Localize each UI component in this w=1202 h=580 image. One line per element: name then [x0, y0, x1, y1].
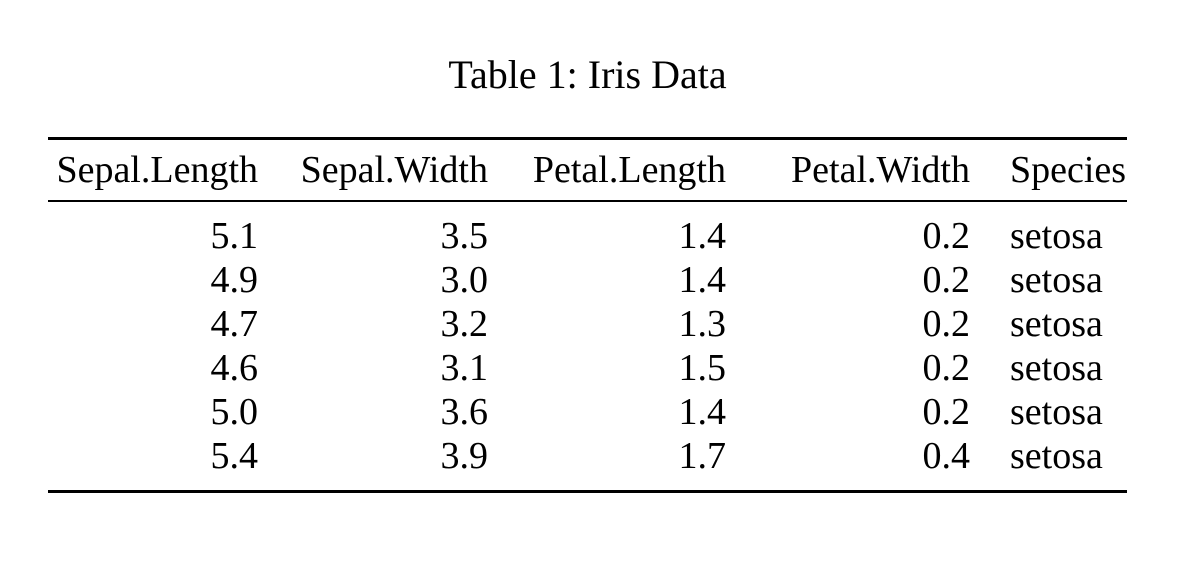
table-body: 5.1 3.5 1.4 0.2 setosa 4.9 3.0 1.4 0.2 s… [48, 201, 1127, 492]
cell-sepal-width: 3.1 [440, 347, 489, 389]
cell-species: setosa [1010, 435, 1103, 477]
iris-data-table: Sepal.Length Sepal.Width Petal.Length Pe… [48, 137, 1127, 493]
cell-sepal-width: 3.5 [440, 215, 489, 257]
column-header-species: Species [970, 138, 1127, 202]
cell-sepal-width: 3.6 [440, 391, 489, 433]
cell-species: setosa [1010, 303, 1103, 345]
table-row: 4.6 3.1 1.5 0.2 setosa [48, 346, 1127, 390]
column-header-sepal-length: Sepal.Length [48, 138, 258, 202]
cell-petal-width: 0.2 [922, 215, 971, 257]
column-header-petal-width: Petal.Width [726, 138, 970, 202]
cell-sepal-width: 3.0 [440, 259, 489, 301]
table-row: 4.7 3.2 1.3 0.2 setosa [48, 302, 1127, 346]
cell-petal-length: 1.3 [678, 303, 727, 345]
table-header: Sepal.Length Sepal.Width Petal.Length Pe… [48, 138, 1127, 202]
cell-petal-length: 1.4 [678, 215, 727, 257]
cell-petal-width: 0.2 [922, 259, 971, 301]
cell-sepal-length: 4.7 [210, 303, 259, 345]
cell-species: setosa [1010, 215, 1103, 257]
table-header-row: Sepal.Length Sepal.Width Petal.Length Pe… [48, 138, 1127, 202]
cell-petal-width: 0.2 [922, 303, 971, 345]
cell-petal-length: 1.4 [678, 391, 727, 433]
cell-sepal-length: 4.6 [210, 347, 259, 389]
table-row: 5.4 3.9 1.7 0.4 setosa [48, 434, 1127, 492]
cell-sepal-width: 3.9 [440, 435, 489, 477]
cell-sepal-length: 5.4 [210, 435, 259, 477]
column-header-sepal-width: Sepal.Width [258, 138, 488, 202]
column-header-petal-length: Petal.Length [488, 138, 726, 202]
cell-sepal-length: 5.1 [210, 215, 259, 257]
table-row: 5.0 3.6 1.4 0.2 setosa [48, 390, 1127, 434]
cell-sepal-width: 3.2 [440, 303, 489, 345]
cell-sepal-length: 4.9 [210, 259, 259, 301]
cell-species: setosa [1010, 347, 1103, 389]
cell-petal-width: 0.2 [922, 347, 971, 389]
cell-species: setosa [1010, 259, 1103, 301]
cell-petal-width: 0.4 [922, 435, 971, 477]
cell-petal-length: 1.7 [678, 435, 727, 477]
cell-sepal-length: 5.0 [210, 391, 259, 433]
cell-species: setosa [1010, 391, 1103, 433]
cell-petal-length: 1.4 [678, 259, 727, 301]
cell-petal-length: 1.5 [678, 347, 727, 389]
table-row: 5.1 3.5 1.4 0.2 setosa [48, 201, 1127, 258]
table-row: 4.9 3.0 1.4 0.2 setosa [48, 258, 1127, 302]
table-caption: Table 1: Iris Data [448, 52, 727, 97]
cell-petal-width: 0.2 [922, 391, 971, 433]
